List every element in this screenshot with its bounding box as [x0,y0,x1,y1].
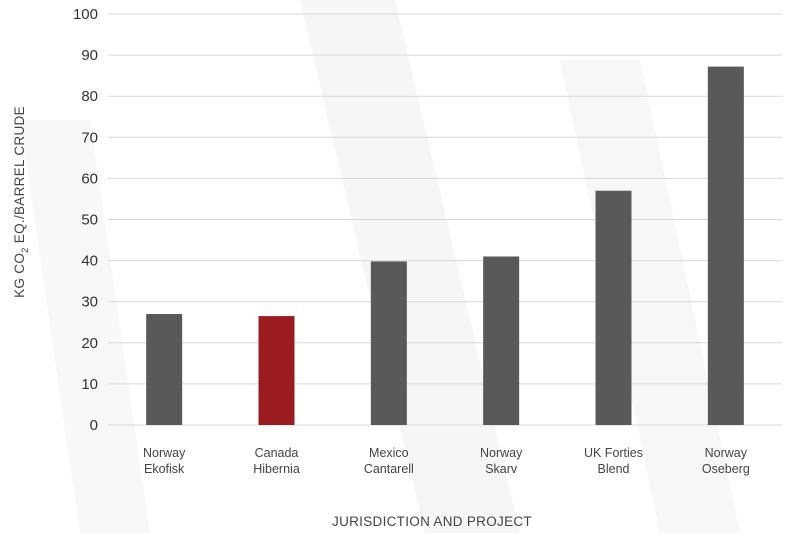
x-category-label-line: Cantarell [364,462,414,476]
x-category-label: Mexico Cantarell [364,446,414,476]
x-category-label-line: Canada [255,446,299,460]
x-category-label: Norway Ekofisk [143,446,186,476]
y-axis-title: KG CO2 EQ./BARREL CRUDE [12,106,31,298]
y-axis-title-prefix: KG CO [12,253,27,298]
y-tick-label: 30 [81,294,98,311]
bar [258,316,295,425]
y-tick-label: 60 [81,170,98,187]
x-category-label: Norway Skarv [480,446,523,476]
y-tick-label: 80 [81,88,98,105]
y-tick-label: 0 [90,417,98,434]
y-tick-label: 100 [73,6,98,23]
y-axis-title-subscript: 2 [20,247,31,253]
x-category-label-line: Skarv [485,462,518,476]
x-category-label: Canada Hibernia [253,446,300,476]
bar [707,66,744,425]
y-tick-label: 50 [81,212,98,229]
y-tick-label: 20 [81,335,98,352]
x-category-labels: Norway Ekofisk Canada Hibernia Mexico Cantare… [143,446,750,476]
y-tick-label: 70 [81,129,98,146]
y-tick-label: 90 [81,47,98,64]
y-tick-label: 10 [81,376,98,393]
x-category-label-line: UK Forties [584,446,643,460]
x-category-label: UK Forties Blend [584,446,643,476]
bar [595,190,632,425]
x-category-label-line: Oseberg [702,462,750,476]
bar [146,314,183,425]
x-category-label-line: Hibernia [253,462,300,476]
bars [146,66,744,425]
y-tick-label: 40 [81,253,98,270]
bar [483,256,520,425]
bar [370,261,407,425]
x-axis-title: JURISDICTION AND PROJECT [332,514,532,529]
x-category-label: Norway Oseberg [702,446,750,476]
x-category-label-line: Mexico [369,446,409,460]
x-category-label-line: Norway [143,446,186,460]
x-category-label-line: Ekofisk [144,462,185,476]
x-category-label-line: Norway [480,446,523,460]
x-category-label-line: Norway [705,446,748,460]
x-category-label-line: Blend [598,462,630,476]
gridlines [108,13,782,426]
y-axis-title-suffix: EQ./BARREL CRUDE [12,106,27,247]
y-tick-labels: 0 10 20 30 40 50 60 70 80 90 100 [73,6,98,434]
